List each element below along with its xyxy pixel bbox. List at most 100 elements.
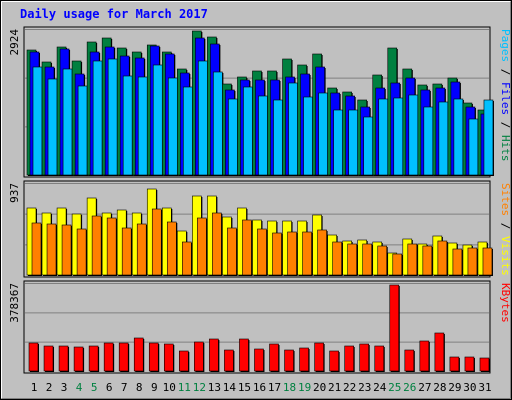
x-tick-label: 13 — [208, 381, 221, 394]
bar-kbytes-day-10 — [163, 343, 174, 372]
x-tick-label: 6 — [106, 381, 113, 394]
bar-kbytes-day-2 — [43, 345, 54, 372]
bar-sites-day-25 — [392, 253, 403, 276]
panel-visits-sites: 937 Sites / Visits — [8, 180, 512, 278]
bar-kbytes-day-25 — [389, 284, 400, 372]
bar-kbytes-day-29 — [449, 356, 460, 372]
bar-pages-day-20 — [318, 92, 328, 176]
legend: Sites / Visits — [499, 183, 512, 276]
bar-kbytes-day-23 — [359, 343, 370, 372]
bars-kbytes — [28, 284, 490, 372]
bar-pages-day-9 — [152, 64, 163, 176]
x-tick-label: 15 — [238, 381, 251, 394]
bar-sites-day-16 — [257, 228, 267, 276]
bar-pages-day-13 — [213, 71, 223, 176]
bar-sites-day-14 — [227, 227, 237, 276]
bar-kbytes-day-15 — [239, 338, 249, 372]
x-tick-label: 30 — [463, 381, 476, 394]
bar-kbytes-day-30 — [464, 356, 475, 372]
bar-pages-day-25 — [393, 97, 404, 176]
legend-entry-pages: Pages — [499, 29, 512, 62]
x-tick-label: 9 — [151, 381, 158, 394]
bar-sites-day-31 — [482, 247, 493, 276]
legend-separator: / — [499, 216, 512, 236]
bar-sites-day-28 — [437, 240, 448, 276]
bar-kbytes-day-13 — [209, 338, 219, 372]
bar-sites-day-6 — [106, 217, 117, 276]
bar-kbytes-day-26 — [404, 349, 415, 372]
bar-kbytes-day-18 — [284, 349, 294, 372]
x-tick-label: 27 — [418, 381, 431, 394]
bar-pages-day-14 — [228, 98, 238, 176]
x-tick-label: 14 — [223, 381, 237, 394]
bar-sites-day-3 — [61, 224, 72, 276]
bar-pages-day-8 — [137, 76, 148, 176]
bar-kbytes-day-8 — [133, 337, 144, 372]
bar-pages-day-4 — [77, 85, 88, 176]
bar-sites-day-24 — [377, 245, 388, 276]
scale-label: 937 — [8, 183, 21, 203]
bar-kbytes-day-1 — [28, 342, 39, 372]
x-axis: 1 2 3 4 5 6 7 8 9 10 11 12 13 14 15 16 17 18 19 20 21 22 23 24 2… — [31, 381, 492, 394]
x-tick-label: 3 — [61, 381, 68, 394]
bar-sites-day-22 — [347, 243, 357, 276]
x-tick-label: 11 — [178, 381, 191, 394]
chart-panels: 2924 Pages / Files / Hits 937 Sites / Visit… — [8, 26, 512, 374]
bar-kbytes-day-24 — [374, 345, 385, 372]
bar-kbytes-day-21 — [329, 350, 339, 372]
bar-kbytes-day-19 — [299, 347, 309, 372]
bar-sites-day-27 — [422, 245, 433, 276]
bar-pages-day-17 — [273, 99, 283, 176]
bar-sites-day-12 — [197, 217, 207, 276]
bar-sites-day-30 — [467, 247, 478, 276]
bar-pages-day-28 — [438, 101, 449, 176]
legend: KBytes — [499, 283, 512, 323]
x-tick-label: 17 — [268, 381, 281, 394]
bar-kbytes-day-5 — [88, 345, 99, 372]
x-tick-label: 31 — [478, 381, 491, 394]
bar-pages-day-30 — [468, 118, 479, 176]
bar-pages-day-19 — [303, 96, 313, 176]
bar-sites-day-10 — [166, 221, 177, 276]
bar-sites-day-1 — [31, 222, 42, 276]
bar-sites-day-23 — [362, 243, 373, 276]
bar-sites-day-13 — [212, 212, 222, 276]
bar-pages-day-1 — [32, 66, 43, 176]
scale-label: 378367 — [8, 283, 21, 323]
x-tick-label: 29 — [448, 381, 461, 394]
legend-separator: / — [499, 62, 512, 82]
bar-sites-day-19 — [302, 231, 312, 276]
x-tick-label: 24 — [373, 381, 387, 394]
bar-kbytes-day-31 — [479, 357, 490, 372]
bar-pages-day-3 — [62, 68, 73, 176]
x-tick-label: 21 — [328, 381, 341, 394]
panel-hits-files-pages: 2924 Pages / Files / Hits — [8, 26, 512, 178]
bar-sites-day-5 — [91, 215, 102, 276]
x-tick-label: 4 — [76, 381, 83, 394]
x-tick-label: 8 — [136, 381, 143, 394]
bar-pages-day-7 — [122, 75, 133, 176]
x-tick-label: 5 — [91, 381, 98, 394]
bar-kbytes-day-3 — [58, 345, 69, 372]
bar-pages-day-22 — [348, 109, 358, 176]
x-tick-label: 10 — [163, 381, 176, 394]
bar-pages-day-23 — [363, 116, 374, 176]
bar-pages-day-31 — [483, 99, 494, 176]
bar-pages-day-2 — [47, 78, 58, 176]
bar-kbytes-day-22 — [344, 345, 354, 372]
legend-entry-files: Files — [499, 82, 512, 115]
bar-sites-day-21 — [332, 241, 342, 276]
bar-pages-day-10 — [167, 77, 178, 176]
x-tick-label: 1 — [31, 381, 38, 394]
x-tick-label: 25 — [388, 381, 401, 394]
x-tick-label: 22 — [343, 381, 356, 394]
x-tick-label: 12 — [193, 381, 206, 394]
bar-kbytes-day-14 — [224, 349, 234, 372]
bar-pages-day-16 — [258, 95, 268, 176]
bar-sites-day-9 — [151, 208, 162, 276]
bar-sites-day-15 — [242, 219, 252, 276]
x-tick-label: 26 — [403, 381, 416, 394]
x-tick-label: 19 — [298, 381, 311, 394]
bar-pages-day-29 — [453, 98, 464, 176]
